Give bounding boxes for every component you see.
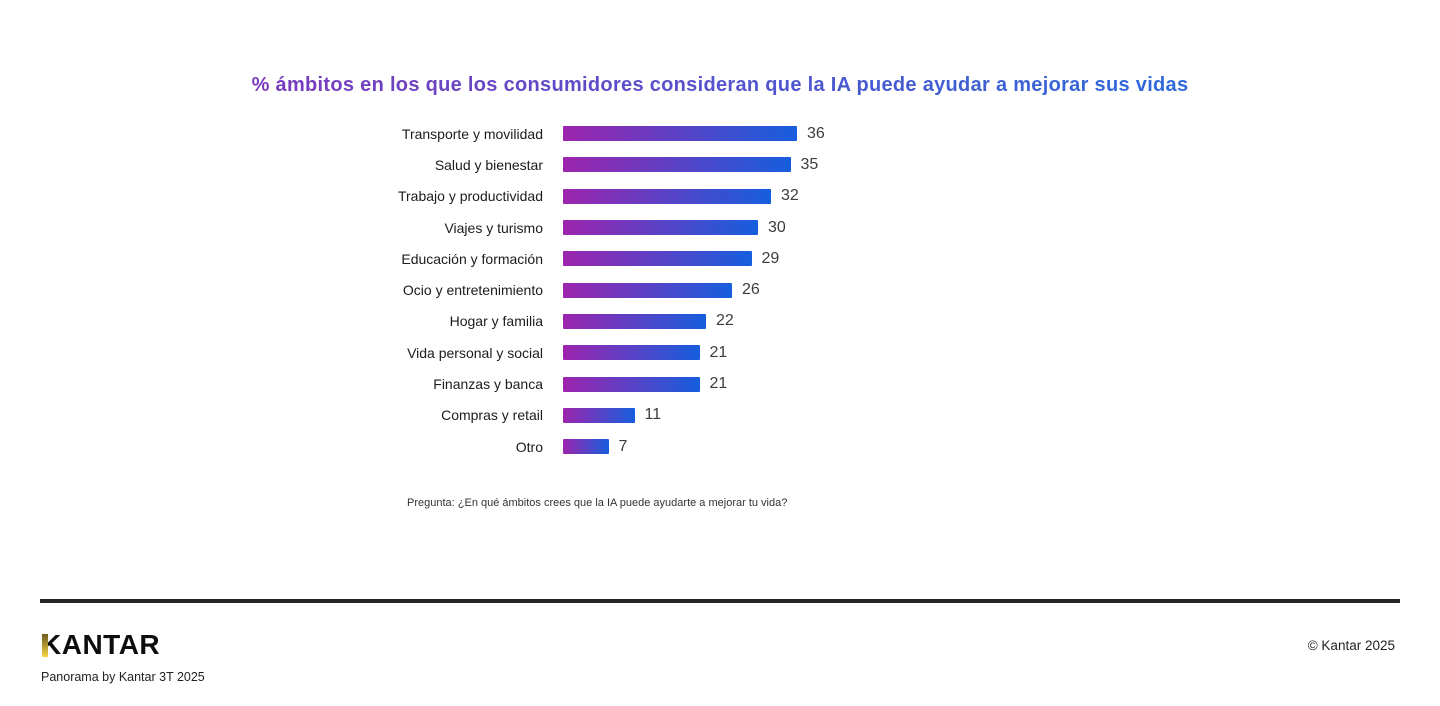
value-label: 21: [709, 343, 728, 361]
chart-row: Ocio y entretenimiento 26: [393, 274, 797, 305]
value-label: 35: [800, 155, 819, 173]
value-label: 22: [716, 312, 734, 330]
bar: [563, 313, 706, 329]
bar: [563, 345, 700, 361]
question-footnote: Pregunta: ¿En qué ámbitos crees que la I…: [407, 497, 788, 509]
value-label: 11: [644, 406, 662, 424]
kantar-logo: KANTAR: [41, 629, 160, 661]
bar: [563, 282, 732, 298]
chart-row: Compras y retail 11: [393, 400, 797, 431]
footer-tagline: Panorama by Kantar 3T 2025: [41, 670, 205, 684]
bar: [563, 251, 752, 267]
chart-row: Hogar y familia 22: [393, 306, 797, 337]
category-label: Viajes y turismo: [444, 219, 543, 236]
bar-track: 21: [563, 375, 797, 393]
bar: [563, 188, 771, 204]
bar: [563, 220, 758, 236]
category-label: Ocio y entretenimiento: [402, 282, 543, 299]
category-label: Hogar y familia: [449, 313, 543, 330]
bar-track: 26: [563, 281, 797, 299]
chart-row: Otro 7: [393, 431, 797, 462]
bar-track: 35: [563, 156, 818, 173]
category-label: Otro: [515, 438, 543, 455]
chart-title: % ámbitos en los que los consumidores co…: [0, 74, 1440, 97]
bar-track: 7: [563, 437, 797, 455]
bar-track: 29: [563, 249, 797, 267]
chart-row: Vida personal y social 21: [393, 337, 797, 368]
bar-track: 21: [563, 343, 797, 361]
chart-row: Transporte y movilidad 36: [393, 118, 825, 149]
bar-chart: Transporte y movilidad 36 Salud y bienes…: [393, 118, 825, 462]
value-label: 29: [761, 249, 780, 267]
divider-rule: [40, 599, 1400, 603]
chart-row: Salud y bienestar 35: [393, 149, 818, 180]
category-label: Finanzas y banca: [433, 376, 543, 393]
bar-track: 36: [563, 125, 825, 142]
bar-track: 22: [563, 312, 797, 330]
bar-track: 11: [563, 406, 797, 424]
chart-row: Trabajo y productividad 32: [393, 181, 799, 212]
bar: [563, 376, 700, 392]
kantar-logo-text: KANTAR: [41, 629, 161, 660]
bar: [563, 439, 609, 455]
value-label: 26: [742, 281, 760, 299]
category-label: Compras y retail: [441, 407, 543, 424]
bar: [563, 157, 791, 173]
value-label: 7: [618, 437, 628, 455]
value-label: 36: [807, 124, 825, 142]
chart-row: Finanzas y banca 21: [393, 368, 797, 399]
category-label: Trabajo y productividad: [397, 188, 543, 205]
copyright-text: © Kantar 2025: [1307, 638, 1395, 653]
bar-track: 30: [563, 218, 797, 236]
value-label: 32: [781, 187, 799, 205]
bar: [563, 126, 797, 142]
category-label: Salud y bienestar: [434, 156, 543, 173]
category-label: Educación y formación: [401, 250, 543, 267]
value-label: 21: [709, 375, 728, 393]
bar-track: 32: [563, 187, 799, 205]
chart-row: Educación y formación 29: [393, 243, 797, 274]
chart-row: Viajes y turismo 30: [393, 212, 797, 243]
category-label: Transporte y movilidad: [401, 125, 543, 142]
value-label: 30: [768, 218, 786, 236]
chart-rows: Transporte y movilidad 36 Salud y bienes…: [393, 118, 825, 462]
category-label: Vida personal y social: [407, 344, 543, 361]
kantar-logo-gold-bar: [42, 634, 48, 657]
bar: [563, 407, 635, 423]
